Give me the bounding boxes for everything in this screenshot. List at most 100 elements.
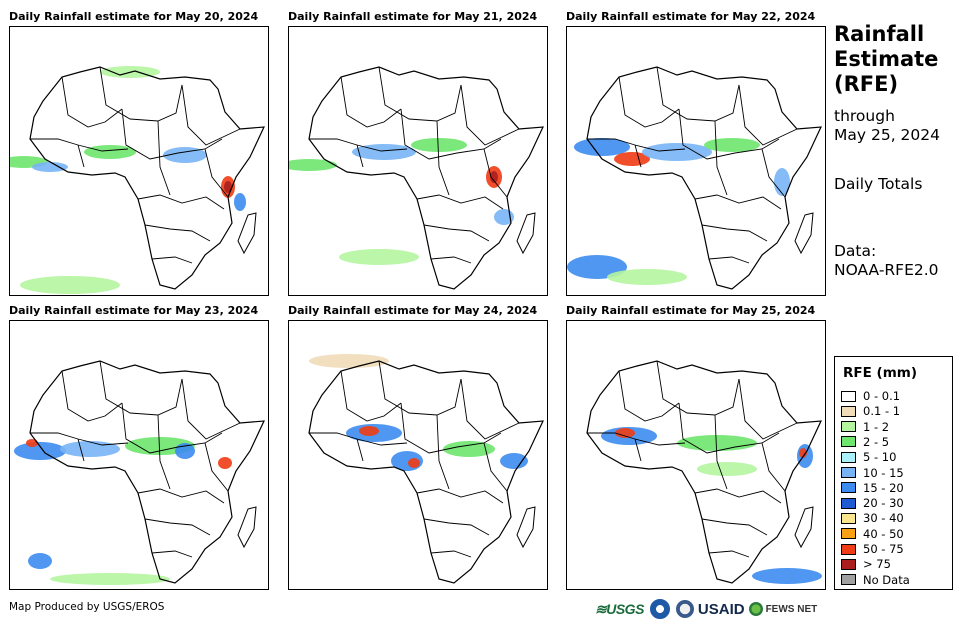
title-line: Estimate [834,47,939,71]
legend-item: 5 - 10 [841,450,896,464]
country-border [761,442,786,492]
country-border [99,360,183,416]
country-border [738,378,798,440]
rainfall-area [490,171,498,183]
country-border [181,378,241,440]
rainfall-map [566,320,826,590]
rainfall-area [614,152,650,166]
legend-item: 0 - 0.1 [841,389,900,403]
legend-label: 1 - 2 [863,419,890,434]
madagascar-outline [237,506,257,549]
country-border [416,194,504,210]
africa-map-graphic [289,66,544,290]
country-border [714,120,728,196]
legend-label: 10 - 15 [863,465,904,480]
legend-swatch [841,528,856,540]
madagascar-outline [794,506,814,549]
country-border [378,66,462,122]
rainfall-area [500,453,528,469]
country-border [678,108,780,160]
country-border [99,66,183,122]
rainfall-area [615,428,635,438]
country-border [738,84,798,146]
usgs-logo: ≋USGS [595,600,644,617]
legend-label: 0 - 0.1 [863,389,901,403]
country-border [634,438,642,462]
country-border [356,438,364,462]
legend-swatch [841,467,856,478]
usaid-logo: USAID [697,600,745,618]
country-border [181,84,241,146]
legend-item: No Data [841,573,910,587]
panel-title: Daily Rainfall estimate for May 23, 2024 [9,304,259,317]
dos-seal-icon [675,600,694,618]
legend-swatch [841,558,856,570]
fewsnet-logo: FEWS NET [765,603,818,615]
rainfall-area [224,181,232,193]
country-border [460,84,520,146]
rainfall-area [28,553,52,569]
country-border [436,120,450,196]
product-title: Rainfall Estimate (RFE) [834,22,938,97]
country-border [701,518,768,536]
country-border [618,370,680,422]
legend-item: 30 - 40 [841,511,904,525]
rainfall-area [574,138,630,156]
rainfall-map [9,320,269,590]
country-border [144,518,211,536]
legend-item: 50 - 75 [841,542,904,556]
title-line: Rainfall [834,22,925,46]
rainfall-area [234,193,246,211]
country-border [708,550,750,558]
legend-item: > 75 [841,557,891,571]
rainfall-area [339,249,419,265]
rainfall-area [26,439,38,447]
rainfall-area [752,568,822,584]
through-label: through [834,107,895,125]
legend-label: 5 - 10 [863,450,897,465]
country-border [400,402,502,454]
rainfall-area [607,269,687,285]
country-border [151,550,193,558]
country-border [340,76,402,128]
country-border [634,144,642,168]
africa-map-graphic [586,360,822,584]
totals-label: Daily Totals [834,175,923,193]
country-border [483,442,508,492]
africa-coastline [308,360,544,584]
legend-label: 50 - 75 [863,542,904,556]
rainfall-area [359,426,379,436]
country-border [708,256,750,264]
legend-swatch [841,574,856,586]
legend-swatch [841,512,856,524]
africa-coastline [29,66,265,290]
legend-swatch [841,421,856,433]
country-border [356,144,364,168]
country-border [761,148,786,198]
country-border [400,108,502,160]
africa-map-graphic [567,66,822,290]
country-border [137,488,225,504]
country-border [423,518,490,536]
legend-swatch [841,436,856,448]
country-border [618,76,680,128]
legend-item: 10 - 15 [841,466,904,480]
legend-label: > 75 [863,557,891,572]
rainfall-area [704,138,760,152]
country-border [656,360,740,416]
rainfall-area [32,162,68,172]
rainfall-area [289,159,337,171]
legend-swatch [841,451,856,463]
africa-map-graphic [14,360,265,585]
legend-item: 0.1 - 1 [841,404,900,418]
through-date: May 25, 2024 [834,126,940,144]
rainfall-map [9,26,269,296]
africa-coastline [586,66,822,290]
noaa-logo-icon [649,599,670,619]
country-border [77,438,85,462]
country-border [483,148,508,198]
country-border [701,224,768,242]
panel-title: Daily Rainfall estimate for May 25, 2024 [566,304,816,317]
legend-item: 1 - 2 [841,420,889,434]
